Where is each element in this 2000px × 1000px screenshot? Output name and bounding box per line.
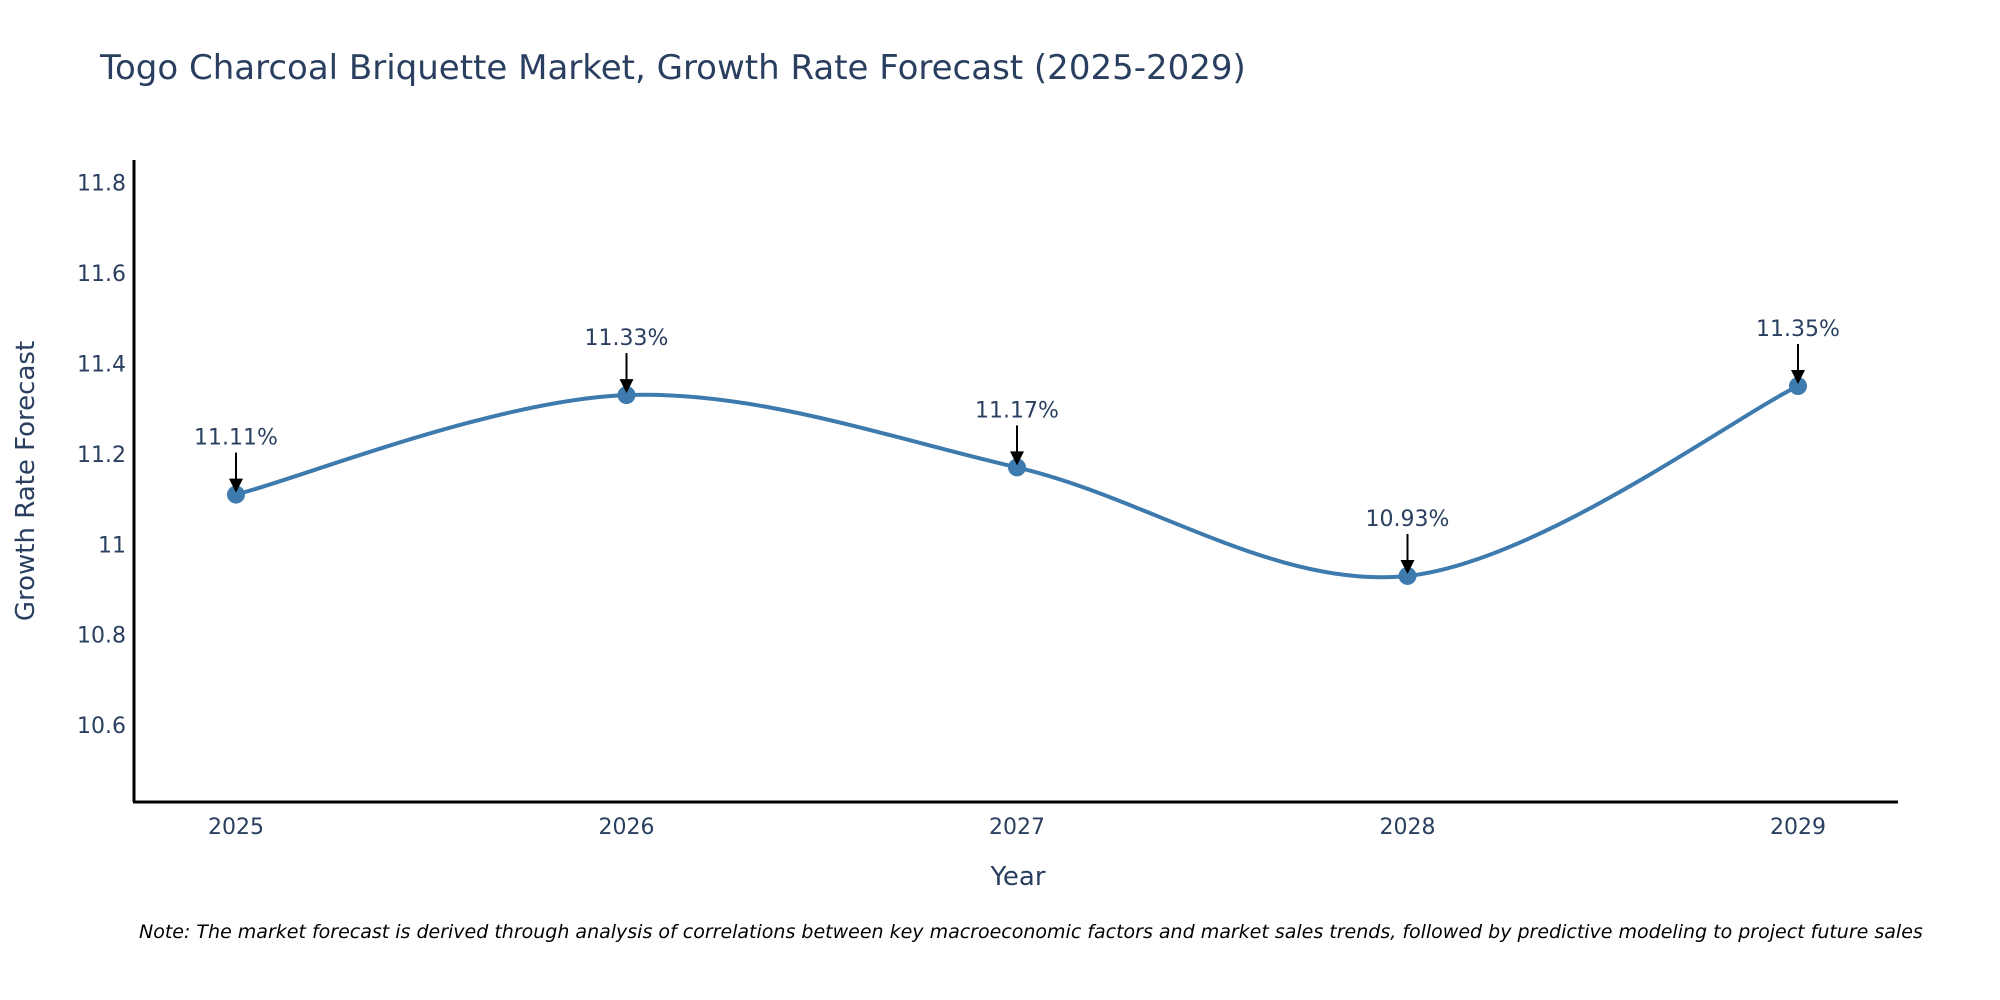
annotation-arrowhead [619, 379, 634, 394]
x-tick-label: 2027 [989, 815, 1045, 840]
y-tick-label: 11 [98, 533, 126, 558]
y-tick-label: 11.8 [77, 172, 126, 197]
x-axis-ticks: 2025 2026 2027 2028 2029 [208, 815, 1826, 840]
y-tick-label: 11.2 [77, 443, 126, 468]
annotation-arrowhead [1010, 451, 1024, 466]
chart-title: Togo Charcoal Briquette Market, Growth R… [100, 48, 1246, 88]
annotation-arrowhead [229, 478, 243, 493]
annotation-arrowhead [1791, 370, 1805, 385]
data-point [227, 485, 245, 504]
x-tick-label: 2026 [599, 815, 655, 840]
y-axis-label: Growth Rate Forecast [11, 341, 41, 621]
annotations: 11.11% 11.33% 11.17% 10.93% 11.35% [194, 317, 1840, 574]
annotation-label: 11.11% [194, 426, 278, 451]
footnote: Note: The market forecast is derived thr… [139, 921, 1923, 943]
x-tick-label: 2029 [1770, 815, 1826, 840]
x-axis-label: Year [989, 862, 1045, 892]
annotation-label: 11.17% [975, 398, 1059, 423]
y-tick-label: 10.6 [77, 714, 126, 739]
data-point [1789, 377, 1807, 396]
annotation-label: 11.35% [1756, 317, 1840, 342]
y-tick-label: 11.4 [77, 352, 126, 377]
annotation-label: 11.33% [585, 326, 669, 351]
annotation-label: 10.93% [1366, 507, 1450, 532]
data-point [617, 386, 636, 405]
x-tick-label: 2025 [208, 815, 264, 840]
y-axis-ticks: 10.6 10.8 11 11.2 11.4 11.6 11.8 [77, 172, 126, 740]
data-point [1008, 458, 1026, 477]
data-point [1398, 566, 1417, 585]
x-tick-label: 2028 [1380, 815, 1436, 840]
y-tick-label: 10.8 [77, 624, 126, 649]
data-points [227, 377, 1807, 585]
annotation-arrowhead [1400, 559, 1415, 574]
y-tick-label: 11.6 [77, 262, 126, 287]
